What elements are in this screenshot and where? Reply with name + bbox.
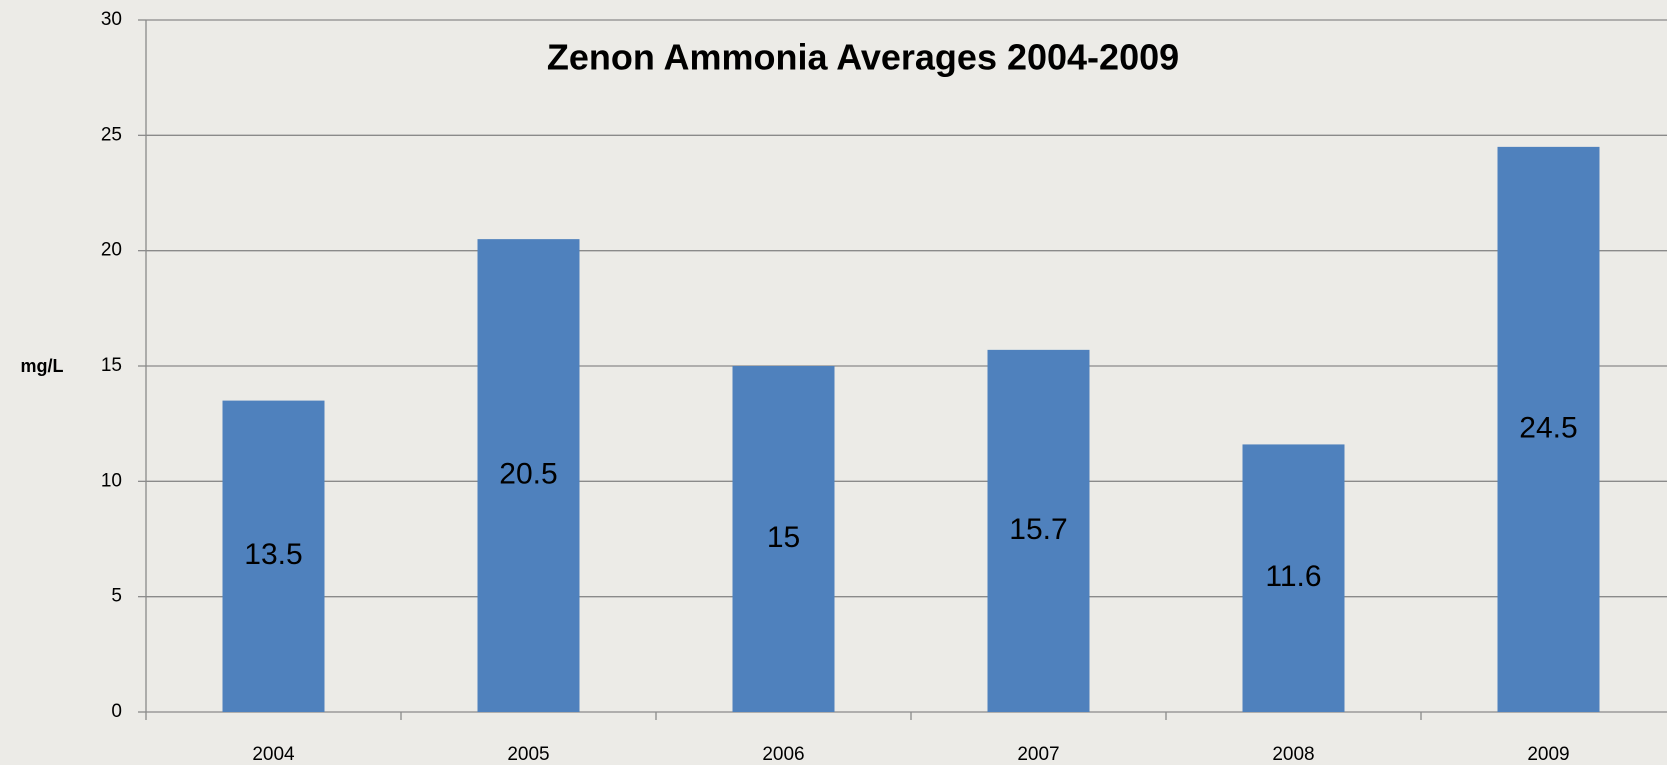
y-tick-label: 30 [101,9,122,30]
y-tick-label: 10 [101,470,122,491]
y-axis-label: mg/L [21,356,64,376]
y-tick-label: 25 [101,124,122,145]
x-tick-label: 2008 [1272,744,1314,765]
bar [987,349,1090,712]
chart-title: Zenon Ammonia Averages 2004-2009 [547,37,1179,78]
data-label: 13.5 [244,538,302,571]
y-tick-label: 15 [101,355,122,376]
bar [1497,146,1600,712]
data-label: 15.7 [1009,513,1067,546]
bar [732,366,835,712]
x-tick-label: 2007 [1017,744,1059,765]
x-tick-label: 2009 [1527,744,1569,765]
y-tick-label: 0 [111,701,122,722]
x-tick-label: 2004 [252,744,295,765]
bar [1242,444,1345,712]
bar [477,239,580,712]
bar [222,400,325,712]
data-label: 15 [767,521,800,554]
y-tick-label: 20 [101,240,122,261]
y-tick-label: 5 [111,586,122,607]
data-label: 20.5 [499,457,557,490]
data-label: 24.5 [1519,411,1577,444]
data-label: 11.6 [1265,560,1321,593]
x-tick-label: 2005 [507,744,549,765]
x-tick-label: 2006 [762,744,804,765]
